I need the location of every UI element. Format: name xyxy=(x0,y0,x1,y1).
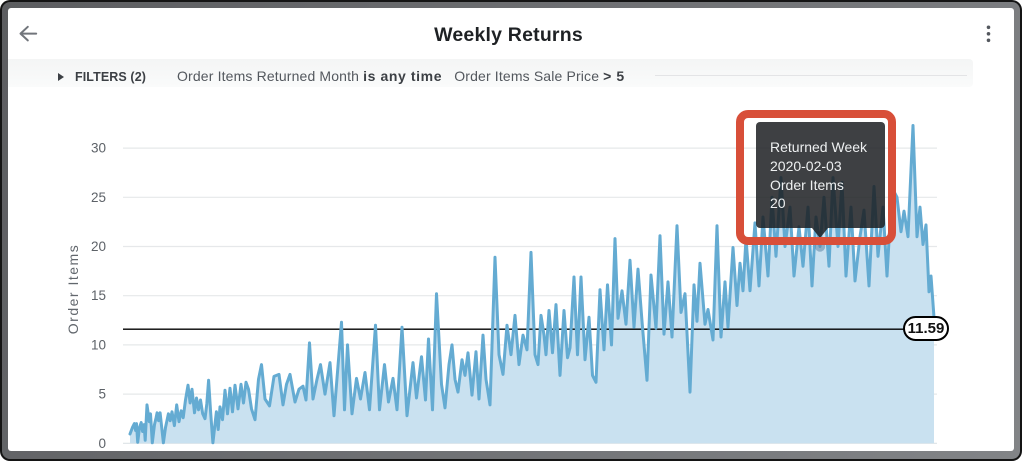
svg-text:15: 15 xyxy=(91,288,106,303)
svg-text:20: 20 xyxy=(91,239,106,254)
svg-text:Order Items: Order Items xyxy=(65,244,81,334)
svg-text:10: 10 xyxy=(91,337,106,352)
svg-text:5: 5 xyxy=(98,387,106,402)
svg-text:0: 0 xyxy=(98,436,106,451)
svg-text:30: 30 xyxy=(91,141,106,156)
svg-text:25: 25 xyxy=(91,190,106,205)
